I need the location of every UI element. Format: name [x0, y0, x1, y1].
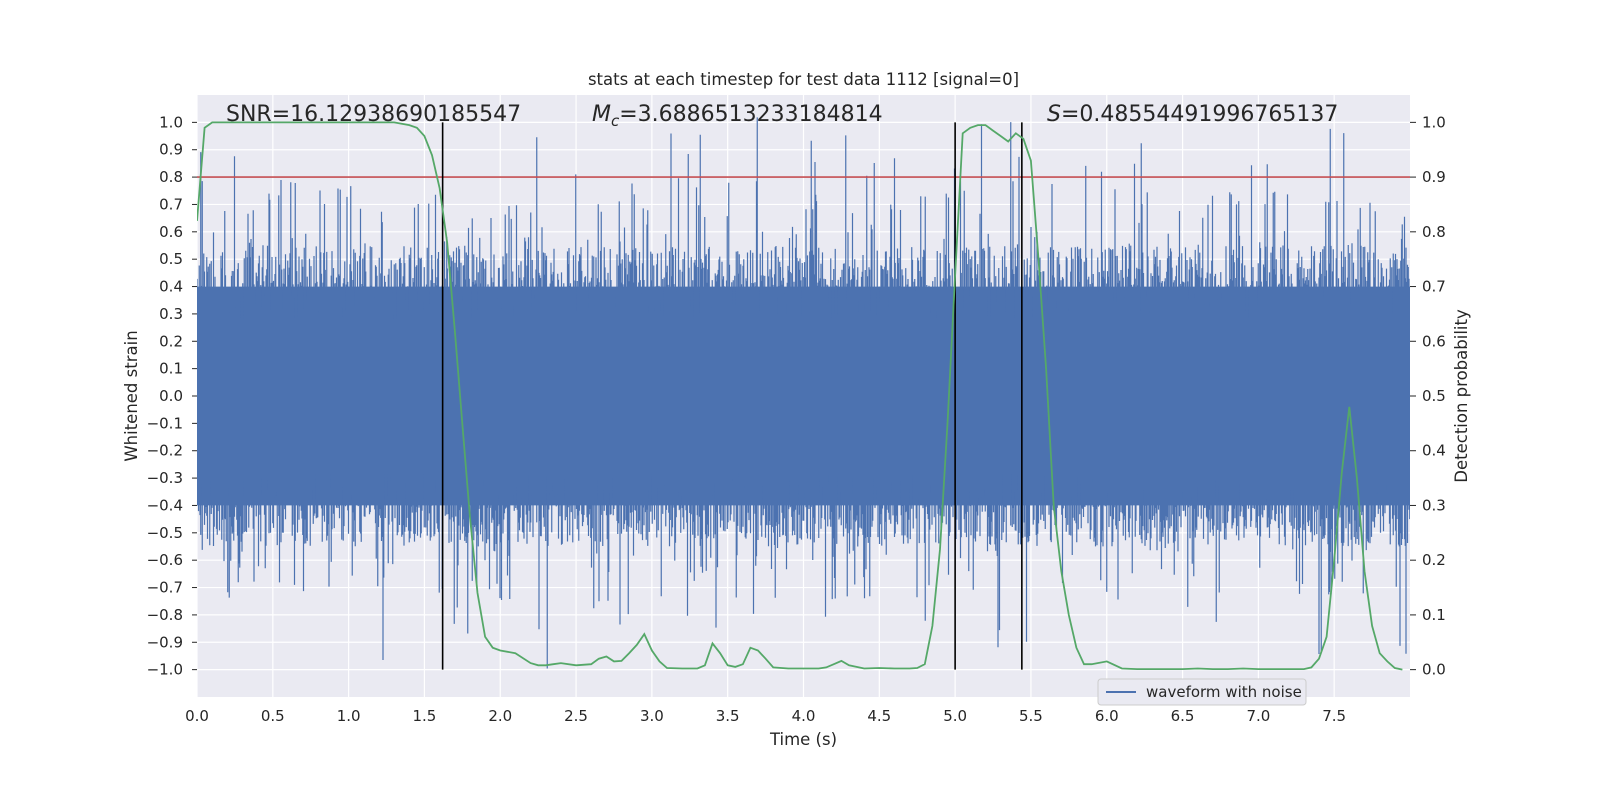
x-tick-label: 1.5	[413, 707, 437, 725]
legend-label: waveform with noise	[1146, 683, 1302, 701]
chirp-mass-subscript: c	[611, 112, 620, 130]
y-right-tick-label: 0.6	[1422, 332, 1446, 350]
s-value: =0.48554491996765137	[1061, 102, 1338, 127]
y-tick-label: 1.0	[159, 113, 183, 131]
y-tick-label: 0.7	[159, 195, 183, 213]
y-tick-label: 0.1	[159, 360, 183, 378]
y-right-tick-label: 0.4	[1422, 442, 1446, 460]
chirp-mass-value: =3.6886513233184814	[619, 102, 882, 127]
x-tick-label: 0.0	[185, 707, 209, 725]
y-tick-label: 0.5	[159, 250, 183, 268]
x-tick-label: 0.5	[261, 707, 285, 725]
x-tick-label: 6.0	[1095, 707, 1119, 725]
y-right-tick-label: 0.2	[1422, 551, 1446, 569]
y-tick-label: −0.5	[147, 524, 183, 542]
y-tick-label: 0.4	[159, 278, 183, 296]
y-right-axis-label: Detection probability	[1452, 309, 1471, 483]
y-right-tick-label: 0.9	[1422, 168, 1446, 186]
x-tick-label: 1.0	[337, 707, 361, 725]
y-right-tick-label: 0.8	[1422, 223, 1446, 241]
x-tick-label: 3.5	[716, 707, 740, 725]
s-symbol: S	[1047, 102, 1061, 127]
probability-series-line	[197, 121, 1403, 671]
y-tick-label: 0.2	[159, 332, 183, 350]
y-tick-label: −0.7	[147, 579, 183, 597]
chart-title: stats at each timestep for test data 111…	[588, 70, 1019, 89]
y-tick-label: −0.1	[147, 414, 183, 432]
y-right-tick-label: 1.0	[1422, 113, 1446, 131]
y-tick-label: −0.6	[147, 551, 183, 569]
y-tick-label: −0.4	[147, 496, 183, 514]
waveform-spikes	[197, 117, 1410, 669]
y-tick-label: 0.3	[159, 305, 183, 323]
legend: waveform with noise	[1097, 678, 1307, 706]
y-tick-label: −1.0	[147, 661, 183, 679]
y-axis-label: Whitened strain	[122, 330, 141, 461]
x-tick-label: 5.5	[1019, 707, 1043, 725]
y-tick-label: −0.3	[147, 469, 183, 487]
y-tick-label: 0.8	[159, 168, 183, 186]
y-tick-label: 0.9	[159, 141, 183, 159]
y-right-tick-label: 0.1	[1422, 606, 1446, 624]
y-tick-label: 0.6	[159, 223, 183, 241]
snr-annotation: SNR=16.12938690185547	[226, 102, 521, 127]
x-axis-label: Time (s)	[769, 730, 837, 749]
x-tick-label: 5.0	[943, 707, 967, 725]
x-tick-label: 4.5	[867, 707, 891, 725]
y-right-tick-label: 0.0	[1422, 661, 1446, 679]
chirp-mass-annotation: Mc=3.6886513233184814	[592, 102, 883, 130]
y-tick-label: −0.9	[147, 633, 183, 651]
x-tick-label: 2.5	[564, 707, 588, 725]
y-tick-label: 0.0	[159, 387, 183, 405]
x-tick-label: 7.5	[1322, 707, 1346, 725]
x-tick-label: 4.0	[792, 707, 816, 725]
y-right-tick-label: 0.3	[1422, 496, 1446, 514]
x-tick-label: 6.5	[1171, 707, 1195, 725]
x-axis-ticks: 0.0 0.5 1.0 1.5 2.0 2.5 3.0 3.5 4.0 4.5 5.0 5.5 6.0 6…	[185, 707, 1346, 725]
s-annotation: S=0.48554491996765137	[1047, 102, 1338, 127]
x-tick-label: 7.0	[1246, 707, 1270, 725]
y-right-tick-label: 0.7	[1422, 278, 1446, 296]
legend-box	[1097, 678, 1307, 706]
y-axis-ticks: 1.0 0.9 0.8 0.7 0.6 0.5 0.4 0.3 0.2 0.1 0.0 −0.1 −0.…	[147, 113, 197, 679]
y-right-axis-ticks: 1.0 0.9 0.8 0.7 0.6 0.5 0.4 0.3 0.2 0.1 0.0	[1410, 113, 1446, 679]
y-tick-label: −0.2	[147, 442, 183, 460]
y-right-tick-label: 0.5	[1422, 387, 1446, 405]
y-tick-label: −0.8	[147, 606, 183, 624]
x-tick-label: 2.0	[488, 707, 512, 725]
x-tick-label: 3.0	[640, 707, 664, 725]
chirp-mass-symbol: M	[592, 102, 611, 127]
waveform-series	[197, 117, 1410, 669]
